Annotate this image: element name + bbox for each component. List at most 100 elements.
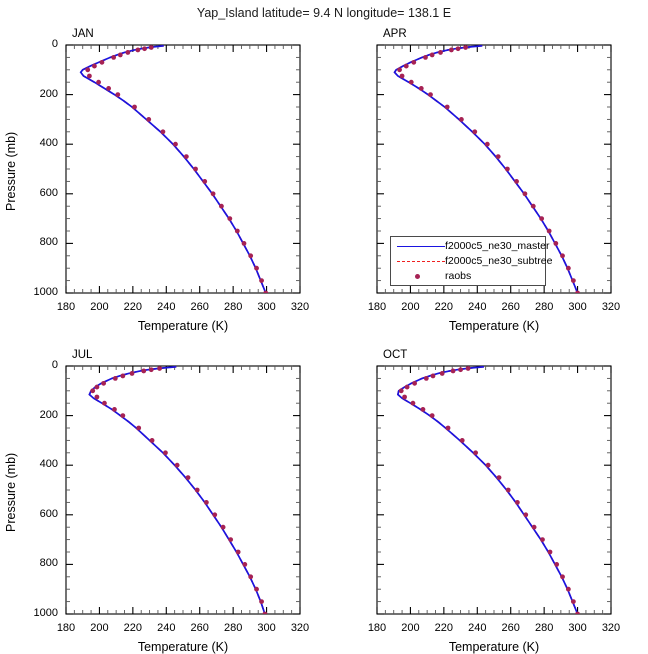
series-marker-raobs: [411, 59, 417, 65]
series-marker-raobs: [90, 388, 96, 394]
series-marker-raobs: [473, 450, 479, 456]
series-marker-raobs: [530, 203, 536, 209]
series-marker-raobs: [125, 50, 131, 55]
series-marker-raobs: [540, 537, 545, 542]
legend-dashed-line-icon: [393, 254, 445, 269]
series-marker-raobs: [465, 366, 471, 371]
series-marker-raobs: [96, 79, 101, 85]
series-marker-raobs: [448, 47, 454, 53]
series-marker-raobs: [450, 368, 456, 374]
series-marker-raobs: [136, 425, 142, 431]
plot-area-oct: [376, 365, 612, 615]
series-marker-raobs: [254, 586, 259, 592]
panel-label-jan: JAN: [72, 28, 94, 40]
series-marker-raobs: [115, 92, 121, 97]
y-axis-label: Pressure (mb): [4, 131, 18, 211]
panel-jul: JUL 180 200 220 240 260 280 300 320 0 200 400 600 800…: [4, 349, 309, 654]
series-marker-raobs: [101, 380, 107, 386]
series-line-subtree: [397, 366, 579, 614]
x-tick-label: 300: [257, 301, 276, 313]
series-marker-raobs: [399, 73, 405, 79]
series-marker-raobs: [85, 67, 91, 73]
x-tick-label: 180: [56, 622, 76, 634]
legend-dot-marker-icon: [393, 269, 445, 284]
series-marker-raobs: [194, 487, 200, 493]
y-tick-label: 200: [39, 87, 58, 100]
x-tick-label: 320: [601, 301, 621, 313]
series-marker-raobs: [565, 586, 571, 592]
series-line-master: [88, 366, 266, 614]
series-marker-raobs: [263, 290, 269, 293]
series-marker-raobs: [227, 216, 233, 222]
y-tick-label: 600: [39, 186, 58, 199]
series-marker-raobs: [219, 203, 224, 209]
x-tick-label: 300: [257, 622, 276, 634]
x-tick-label: 300: [568, 301, 587, 313]
y-tick-label: 0: [51, 38, 58, 50]
series-marker-raobs: [423, 376, 429, 381]
series-marker-raobs: [146, 117, 152, 122]
series-marker-raobs: [522, 191, 528, 197]
series-marker-raobs: [430, 373, 436, 379]
axis-frame: [65, 44, 301, 294]
series-marker-raobs: [212, 512, 218, 518]
legend-label: raobs: [445, 270, 472, 282]
panel-oct: OCT 180 200 220 240 260 280 300 320 Temperature (…: [368, 349, 620, 654]
series-marker-raobs: [420, 407, 426, 412]
series-marker-raobs: [560, 253, 565, 259]
y-tick-label: 400: [39, 137, 58, 150]
series-marker-raobs: [132, 104, 137, 110]
series-line-master: [393, 45, 579, 293]
series-marker-raobs: [259, 278, 264, 283]
y-tick-label: 0: [51, 359, 58, 371]
series-marker-raobs: [112, 376, 118, 381]
plot-area-jul: [65, 365, 301, 615]
series-marker-raobs: [575, 611, 580, 614]
series-marker-raobs: [102, 400, 107, 406]
series-line-subtree: [79, 45, 267, 293]
x-axis-label: Temperature (K): [137, 640, 229, 654]
series-marker-raobs: [565, 265, 571, 271]
x-tick-label: 180: [367, 622, 387, 634]
series-line-master: [79, 45, 267, 293]
series-marker-raobs: [262, 611, 268, 614]
series-marker-raobs: [254, 265, 259, 271]
series-marker-raobs: [398, 388, 404, 394]
series-marker-raobs: [439, 371, 445, 376]
legend-item-f2000c5-ne30-subtree: f2000c5_ne30_subtree: [393, 254, 552, 269]
legend: f2000c5_ne30_master f2000c5_ne30_subtree r…: [390, 236, 552, 286]
x-tick-label: 240: [468, 622, 487, 634]
series-marker-raobs: [202, 179, 208, 184]
series-marker-raobs: [418, 86, 424, 91]
x-tick-label: 180: [367, 301, 387, 313]
x-tick-label: 280: [534, 301, 554, 313]
series-marker-raobs: [235, 549, 241, 555]
series-marker-raobs: [141, 368, 147, 374]
series-marker-raobs: [210, 191, 216, 197]
series-marker-raobs: [554, 562, 560, 567]
series-marker-raobs: [241, 241, 247, 246]
series-marker-raobs: [193, 166, 198, 172]
series-marker-raobs: [504, 166, 510, 172]
legend-item-f2000c5-ne30-master: f2000c5_ne30_master: [393, 239, 550, 254]
series-marker-raobs: [120, 373, 126, 379]
series-marker-raobs: [514, 179, 519, 184]
series-marker-raobs: [547, 549, 553, 555]
x-tick-label: 280: [223, 301, 243, 313]
series-marker-raobs: [445, 425, 451, 431]
figure-title: Yap_Island latitude= 9.4 N longitude= 13…: [196, 6, 452, 20]
series-marker-raobs: [438, 50, 443, 55]
series-marker-raobs: [560, 574, 565, 580]
x-tick-label: 220: [434, 622, 454, 634]
series-marker-raobs: [546, 228, 552, 234]
series-marker-raobs: [397, 67, 402, 73]
series-marker-raobs: [259, 599, 264, 604]
series-line-master: [396, 366, 579, 614]
series-marker-raobs: [163, 450, 168, 456]
series-marker-raobs: [423, 55, 428, 60]
series-marker-raobs: [185, 475, 191, 480]
legend-item-raobs: raobs: [393, 269, 541, 284]
series-marker-raobs: [111, 55, 117, 60]
series-marker-raobs: [410, 400, 416, 406]
x-tick-label: 260: [190, 301, 209, 313]
